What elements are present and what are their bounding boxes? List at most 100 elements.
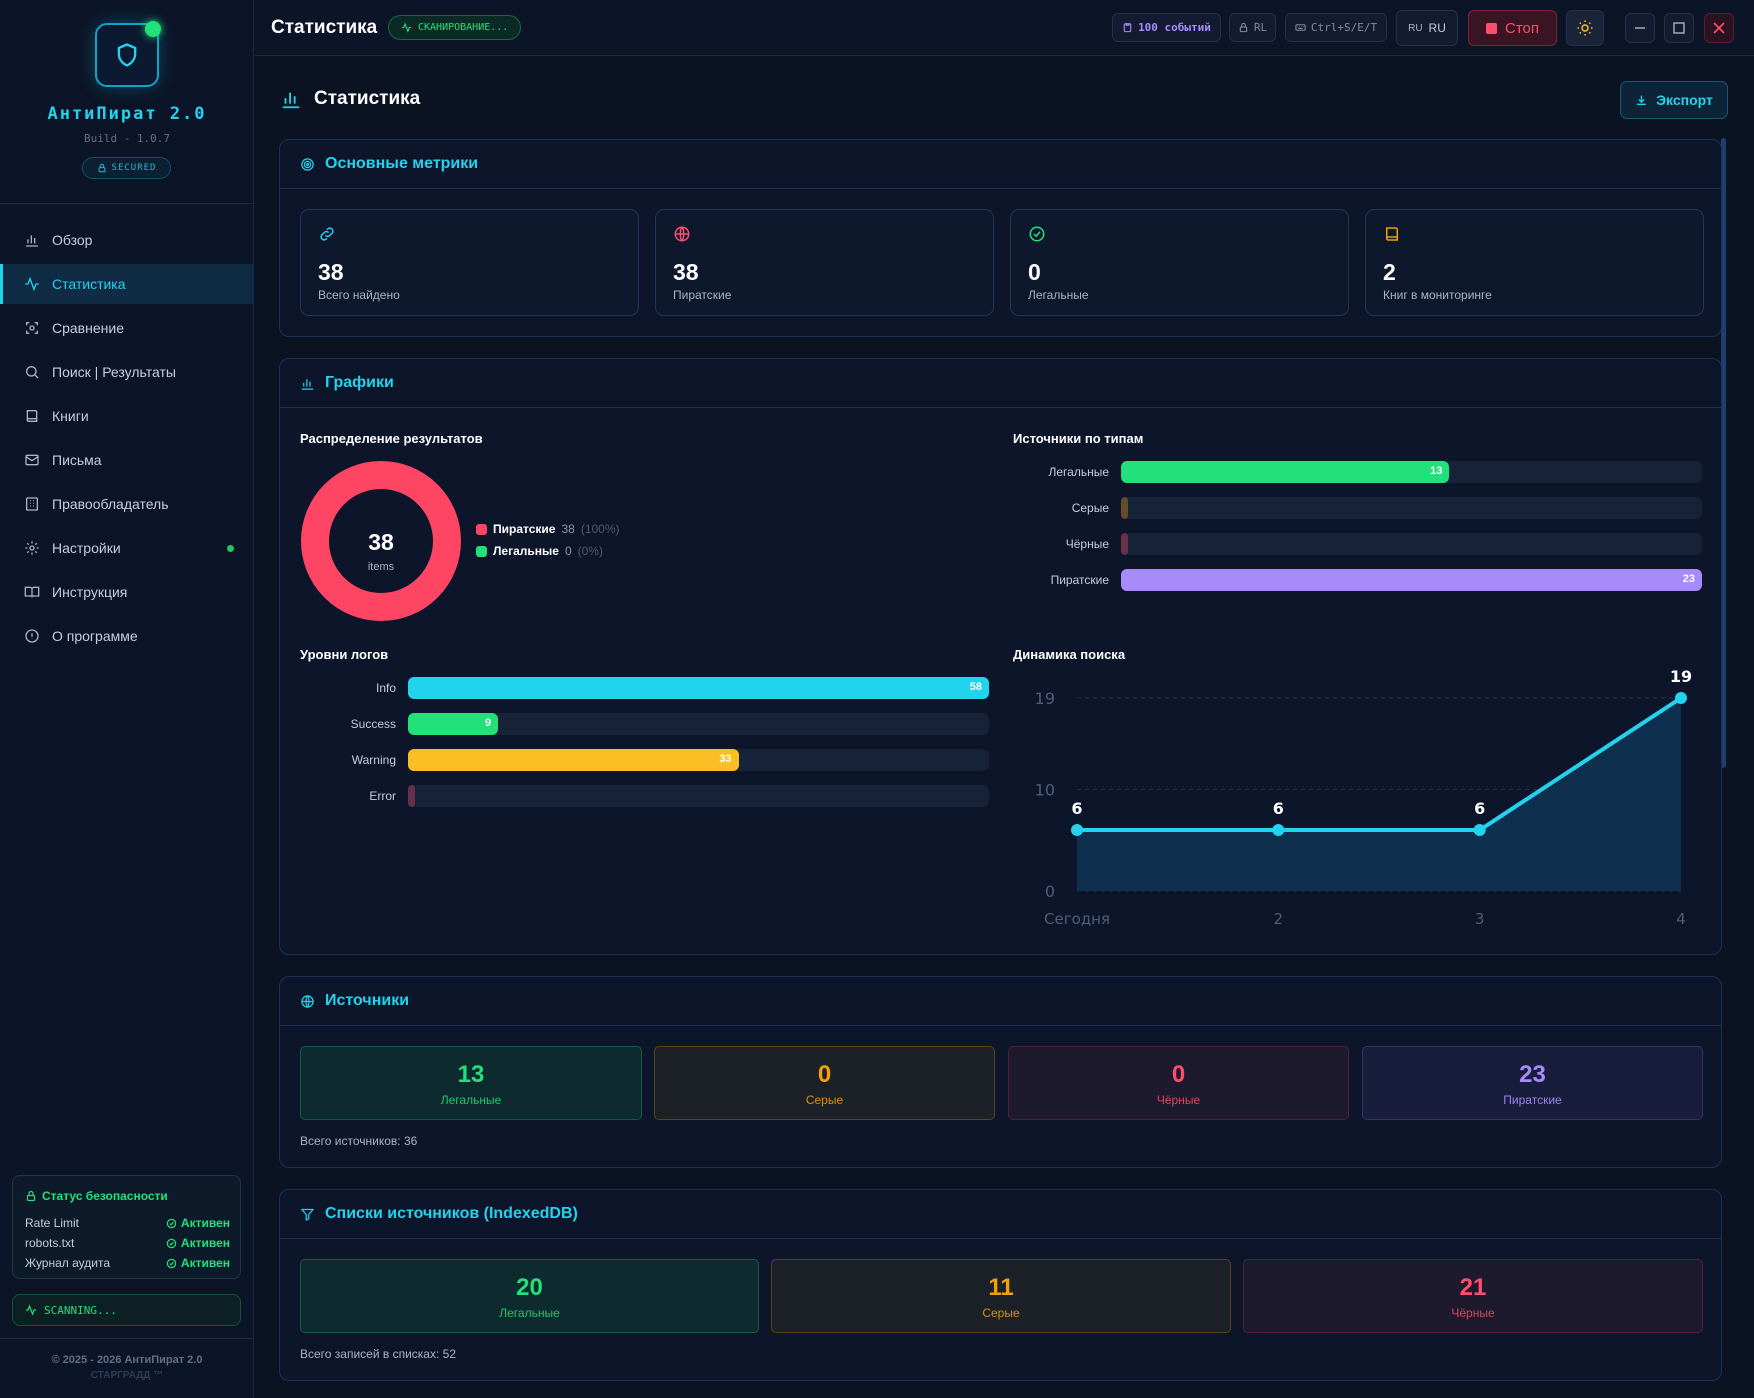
company-name: СТАРГРАДД ™ <box>90 1370 164 1381</box>
metric-card: 0 Легальные <box>1010 209 1349 316</box>
secured-label: SECURED <box>111 163 157 173</box>
security-row: Журнал аудита Активен <box>25 1256 230 1270</box>
metric-value: 38 <box>318 259 344 285</box>
theme-toggle[interactable] <box>1566 10 1604 46</box>
bar: 33 <box>408 749 739 771</box>
sidebar-item-instructions[interactable]: Инструкция <box>0 572 254 612</box>
maximize-button[interactable] <box>1664 13 1694 43</box>
sidebar-item-label: Инструкция <box>52 584 128 600</box>
sidebar-item-compare[interactable]: Сравнение <box>0 308 254 348</box>
rate-limit-button[interactable]: RL <box>1229 13 1276 42</box>
bar-label: Info <box>375 681 396 695</box>
bar-label: Success <box>350 717 396 731</box>
bar: 13 <box>1121 461 1450 483</box>
bar-value-label: 58 <box>969 681 982 693</box>
events-label: 100 событий <box>1138 21 1211 34</box>
lists-total: Всего записей в списках: 52 <box>300 1347 456 1361</box>
source-card-black: 0 Чёрные <box>1008 1046 1349 1120</box>
globe-icon <box>301 994 314 1008</box>
clipboard-icon <box>1123 23 1132 33</box>
metric-label: Всего найдено <box>318 288 400 302</box>
language-switcher[interactable]: RU RU <box>1396 10 1458 46</box>
hotkeys-button[interactable]: Ctrl+S/E/T <box>1285 13 1387 42</box>
link-icon <box>320 227 334 241</box>
lock-icon <box>1239 22 1248 33</box>
metric-value: 2 <box>1383 259 1396 285</box>
source-card-legal: 13 Легальные <box>300 1046 642 1120</box>
bar-track: 23 <box>1121 569 1702 591</box>
scan-status-badge: СКАНИРОВАНИЕ... <box>388 15 522 40</box>
x-tick-label: 3 <box>1475 910 1485 928</box>
building-icon <box>26 497 38 511</box>
rate-limit-label: RL <box>1253 21 1268 34</box>
security-row: Rate Limit Активен <box>25 1216 230 1230</box>
data-point <box>1675 692 1687 704</box>
bar-chart-icon <box>301 378 314 390</box>
info-icon <box>25 629 39 643</box>
security-row-status: Активен <box>166 1256 230 1270</box>
sidebar-item-letters[interactable]: Письма <box>0 440 254 480</box>
source-card-label: Легальные <box>440 1093 502 1107</box>
data-label: 19 <box>1670 667 1692 686</box>
keyboard-icon <box>1295 24 1306 31</box>
bar <box>1121 497 1128 519</box>
security-status-title: Статус безопасности <box>25 1189 168 1203</box>
series-line <box>1077 696 1683 833</box>
activity-icon <box>25 276 39 292</box>
sidebar-item-label: Правообладатель <box>52 496 169 512</box>
page-title: Статистика <box>314 88 421 109</box>
minimize-button[interactable] <box>1625 13 1655 43</box>
scan-status-label: СКАНИРОВАНИЕ... <box>418 22 509 33</box>
y-tick-label: 19 <box>1035 689 1055 708</box>
sidebar-item-about[interactable]: О программе <box>0 616 254 656</box>
security-row-name: Журнал аудита <box>25 1256 111 1270</box>
book-icon <box>26 410 38 422</box>
security-status-text: Активен <box>180 1216 230 1230</box>
export-button[interactable]: Экспорт <box>1620 81 1728 119</box>
sidebar-item-rightsholder[interactable]: Правообладатель <box>0 484 254 524</box>
sidebar-item-settings[interactable]: Настройки <box>0 528 254 568</box>
bar <box>1121 533 1128 555</box>
bar-value-label: 13 <box>1430 465 1443 477</box>
security-status-label: Статус безопасности <box>42 1189 168 1203</box>
settings-status-dot <box>227 545 234 552</box>
activity-icon <box>26 1304 36 1316</box>
donut-center-label: items <box>368 561 395 573</box>
bar <box>408 785 415 807</box>
security-row-name: Rate Limit <box>25 1216 80 1230</box>
legend-swatch <box>476 545 487 557</box>
scrollbar[interactable] <box>1721 138 1726 768</box>
dynamics-chart-title: Динамика поиска <box>1013 647 1126 662</box>
events-button[interactable]: 100 событий <box>1112 13 1221 42</box>
list-card-value: 21 <box>1459 1274 1487 1301</box>
source-card-value: 0 <box>1171 1061 1186 1088</box>
sidebar-item-label: Статистика <box>52 276 126 292</box>
scanning-indicator: SCANNING... <box>12 1294 241 1326</box>
close-button[interactable] <box>1704 13 1734 43</box>
bar-track: 58 <box>408 677 989 699</box>
bar-label: Легальные <box>1048 465 1109 479</box>
sources-panel-title: Источники <box>325 992 410 1009</box>
dynamics-line-chart: 0 10 19 6 Сегодня 6 2 6 3 19 4 <box>1035 667 1692 928</box>
sidebar-item-overview[interactable]: Обзор <box>0 220 254 260</box>
sidebar-item-books[interactable]: Книги <box>0 396 254 436</box>
stop-button[interactable]: Стоп <box>1468 10 1557 46</box>
legend-count: 0 <box>564 544 572 558</box>
bar: 58 <box>408 677 989 699</box>
legend-percent: (100%) <box>580 522 620 536</box>
stop-icon <box>1486 22 1497 34</box>
gear-icon <box>25 541 39 555</box>
sidebar-item-search-results[interactable]: Поиск | Результаты <box>0 352 254 392</box>
scanning-label: SCANNING... <box>44 1303 117 1317</box>
list-card-label: Серые <box>982 1306 1020 1320</box>
source-card-label: Чёрные <box>1156 1093 1201 1107</box>
x-tick-label: 2 <box>1274 910 1284 928</box>
lists-panel-header: Списки источников (IndexedDB) <box>280 1190 1721 1239</box>
lists-panel-title: Списки источников (IndexedDB) <box>325 1205 578 1222</box>
legend-swatch <box>476 523 487 535</box>
bar: 9 <box>408 713 499 735</box>
bar-label: Пиратские <box>1050 573 1109 587</box>
bar-label: Чёрные <box>1065 537 1109 551</box>
sidebar-item-statistics[interactable]: Статистика <box>0 264 254 304</box>
data-point <box>1473 824 1486 837</box>
